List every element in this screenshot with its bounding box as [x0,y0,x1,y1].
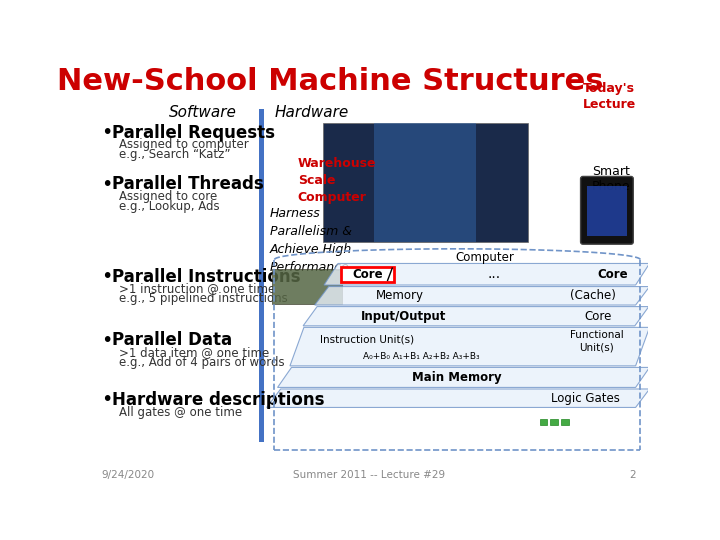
Text: Smart
Phone: Smart Phone [592,165,630,193]
Text: e.g., Lookup, Ads: e.g., Lookup, Ads [120,200,220,213]
Text: Hardware descriptions: Hardware descriptions [112,391,324,409]
Text: Logic Gates: Logic Gates [552,392,620,404]
Text: Instruction Unit(s): Instruction Unit(s) [320,335,415,345]
Bar [374,123,476,242]
Text: Parallel Threads: Parallel Threads [112,175,264,193]
Text: Computer: Computer [456,251,515,264]
Text: •: • [101,331,112,350]
Polygon shape [303,307,649,326]
Bar [272,269,342,303]
Text: Summer 2011 -- Lecture #29: Summer 2011 -- Lecture #29 [293,470,445,480]
Text: •: • [101,390,112,409]
Text: Harness
Parallelism &
Achieve High
Performance: Harness Parallelism & Achieve High Perfo… [270,207,352,274]
Text: A₀+B₀ A₁+B₁ A₂+B₂ A₃+B₃: A₀+B₀ A₁+B₁ A₂+B₂ A₃+B₃ [364,352,480,361]
Text: e.g., 5 pipelined instructions: e.g., 5 pipelined instructions [120,292,288,306]
Bar [323,123,528,242]
Text: Memory: Memory [376,289,424,302]
Bar [341,267,394,282]
Text: Core: Core [597,268,628,281]
Text: e.g., Add of 4 pairs of words: e.g., Add of 4 pairs of words [120,356,285,369]
Text: New-School Machine Structures: New-School Machine Structures [57,68,603,96]
Text: •: • [101,123,112,142]
Text: 9/24/2020: 9/24/2020 [102,470,155,480]
Bar [539,419,547,425]
Polygon shape [315,287,649,305]
Text: e.g., Search “Katz”: e.g., Search “Katz” [120,148,231,161]
Polygon shape [324,264,649,285]
Text: Parallel Instructions: Parallel Instructions [112,267,300,286]
Text: Hardware: Hardware [274,105,348,120]
Text: Software: Software [169,105,238,120]
Polygon shape [290,327,649,366]
Text: Main Memory: Main Memory [412,371,501,384]
Text: All gates @ one time: All gates @ one time [120,406,243,419]
Text: Today's
Lecture: Today's Lecture [582,82,636,111]
Bar [259,110,264,442]
Text: •: • [101,267,112,286]
Bar [561,419,569,425]
Text: Core: Core [352,268,383,281]
Text: Input/Output: Input/Output [361,310,446,323]
Text: Assigned to computer: Assigned to computer [120,138,249,151]
Text: 2: 2 [630,470,636,480]
Text: Warehouse
Scale
Computer: Warehouse Scale Computer [297,157,377,204]
Text: >1 instruction @ one time: >1 instruction @ one time [120,282,276,295]
Text: Functional
Unit(s): Functional Unit(s) [570,330,624,352]
Polygon shape [266,389,649,408]
Text: Parallel Data: Parallel Data [112,332,232,349]
Text: Core: Core [584,310,611,323]
Text: ...: ... [487,267,500,281]
Text: •: • [101,174,112,194]
Text: (Cache): (Cache) [570,289,616,302]
Text: Assigned to core: Assigned to core [120,190,217,203]
Bar [587,186,627,236]
Text: Parallel Requests: Parallel Requests [112,124,275,141]
FancyBboxPatch shape [580,177,634,244]
Polygon shape [277,367,649,387]
Bar [550,419,558,425]
Text: >1 data item @ one time: >1 data item @ one time [120,346,270,359]
